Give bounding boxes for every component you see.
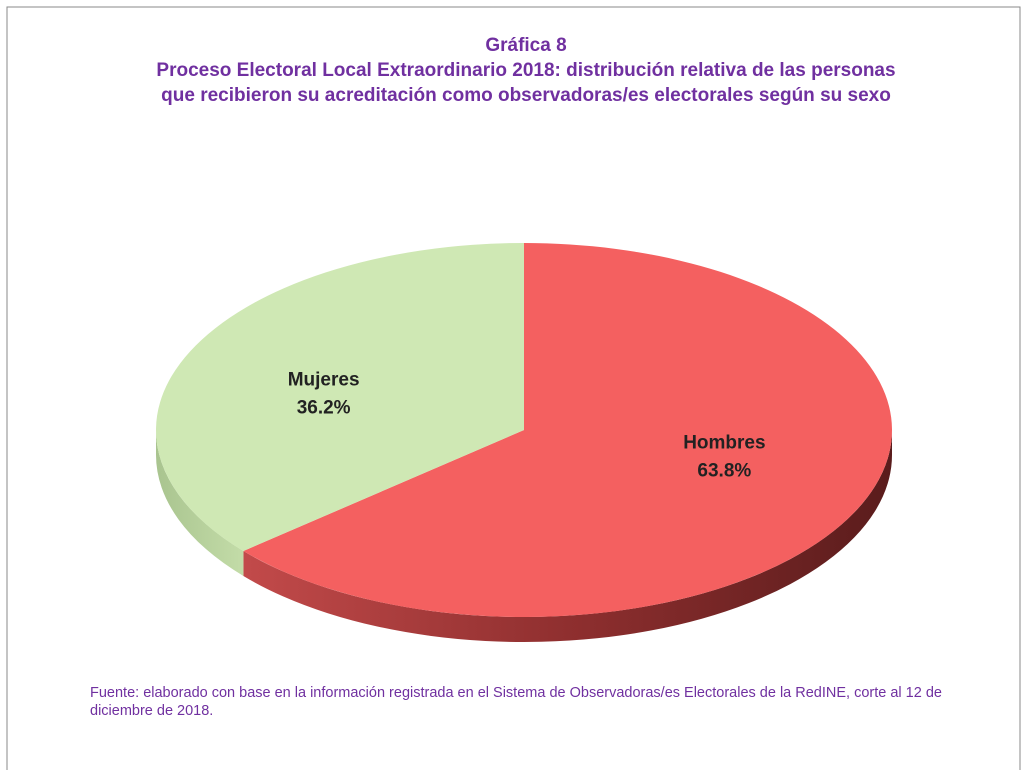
slice (243, 243, 893, 642)
slice-side (243, 430, 893, 642)
source-note: Fuente: elaborado con base en la informa… (90, 685, 942, 719)
slice-label-value: 63.8% (697, 460, 751, 481)
slice-label-name: Mujeres (288, 370, 360, 391)
slice-label-name: Hombres (683, 432, 765, 453)
slice (155, 243, 524, 576)
slice-label-value: 36.2% (297, 398, 351, 419)
slice-top (243, 243, 893, 617)
frame-border (6, 6, 1021, 770)
slice-top (155, 243, 524, 551)
slice-side (156, 430, 244, 576)
chart-title: Gráfica 8 (485, 35, 567, 56)
chart-subtitle: Proceso Electoral Local Extraordinario 2… (156, 60, 896, 106)
pie: Hombres 63.8% Mujeres 36.2% (155, 243, 893, 642)
